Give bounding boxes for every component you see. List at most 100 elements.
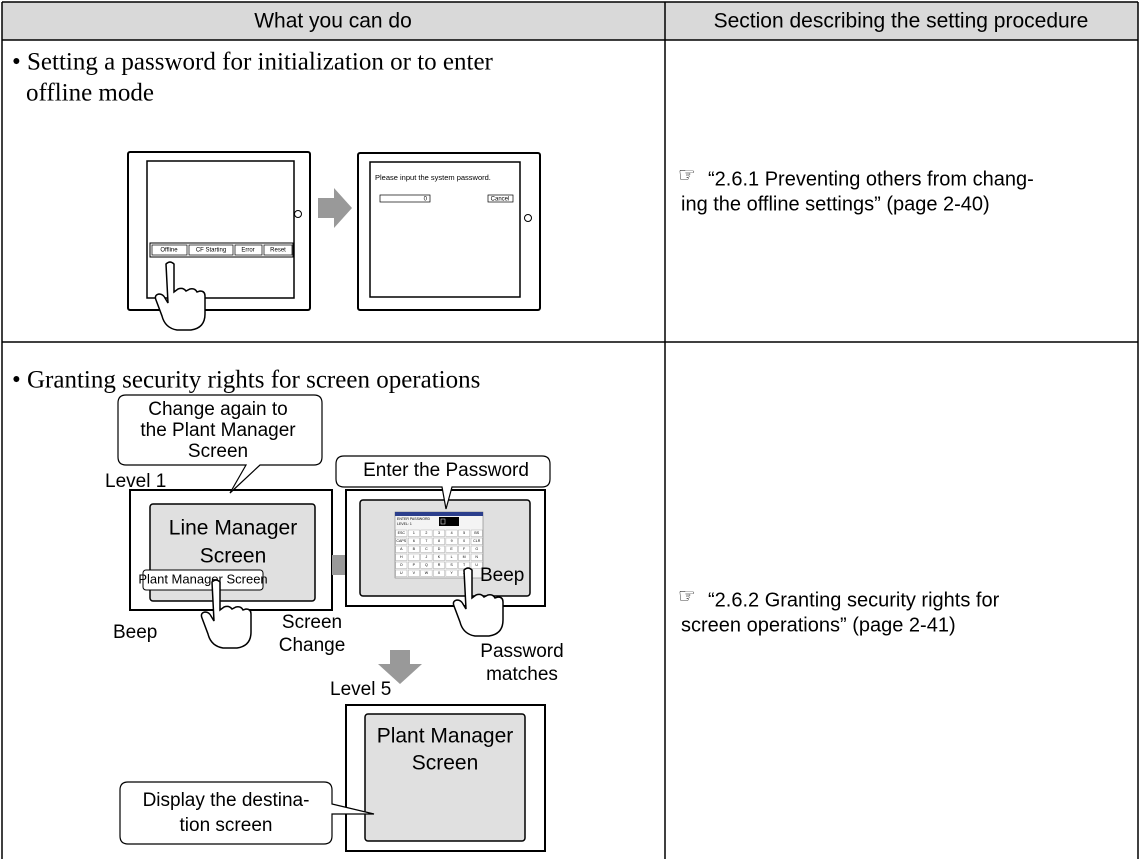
key-label: C	[425, 547, 428, 551]
key	[458, 561, 471, 569]
screen-title: Line Manager	[169, 517, 297, 540]
button-label: Reset	[270, 248, 286, 254]
level-label: Level 5	[330, 679, 391, 700]
callout-text: Change again to	[148, 399, 287, 420]
reference-text: screen operations” (page 2-41)	[681, 614, 956, 636]
key-label: Q	[425, 563, 428, 567]
key	[420, 529, 433, 537]
key	[445, 529, 458, 537]
screen-title: Screen	[200, 545, 267, 568]
key-label: F	[463, 547, 466, 551]
key	[407, 561, 420, 569]
key-label: R	[438, 563, 441, 567]
key-label: 0	[463, 539, 465, 543]
key-label: B	[413, 547, 416, 551]
header-cell: What you can do	[254, 10, 412, 33]
key-label: E	[450, 547, 453, 551]
key-label: H	[400, 555, 403, 559]
key-label: W	[425, 571, 429, 575]
pointer-icon: ☞	[678, 163, 696, 187]
pointer-icon: ☞	[678, 584, 696, 608]
key	[470, 529, 483, 537]
button-label: Error	[241, 248, 254, 254]
key-label: G	[475, 547, 478, 551]
key	[395, 529, 408, 537]
key-label: U	[400, 571, 403, 575]
key	[407, 553, 420, 561]
key-label: N	[475, 555, 478, 559]
keypad-titlebar	[395, 512, 483, 516]
key-label: V	[413, 571, 416, 575]
arrow	[318, 188, 352, 228]
key	[433, 529, 445, 537]
key-label: A	[400, 547, 403, 551]
level-label: Level 1	[105, 471, 166, 492]
key-label: 8	[438, 539, 440, 543]
key-label: D	[438, 547, 441, 551]
key-label: K	[438, 555, 441, 559]
key-label: 6	[413, 539, 415, 543]
key	[458, 537, 471, 545]
item-text: offline mode	[26, 80, 154, 107]
key	[395, 561, 408, 569]
key-label: S	[450, 563, 453, 567]
callout-text: the Plant Manager	[140, 420, 296, 441]
header-cell: Section describing the setting procedure	[714, 10, 1089, 33]
header-bg	[2, 2, 1138, 40]
transition-label: Password	[480, 641, 563, 662]
key-label: I	[413, 555, 414, 559]
key	[433, 537, 445, 545]
item-text: • Granting security rights for screen op…	[12, 367, 480, 394]
keypad-display	[439, 517, 459, 526]
transition-label: Change	[279, 635, 346, 656]
key	[395, 569, 408, 577]
key-label: 7	[425, 539, 427, 543]
button-label: Offline	[160, 248, 178, 254]
screen-title: Screen	[412, 752, 479, 775]
key	[470, 553, 483, 561]
cancel-button: Cancel	[491, 197, 510, 203]
key-label: L	[451, 555, 453, 559]
key-label: 1	[413, 531, 415, 535]
keypad-header: ENTER PASSWORD	[397, 517, 430, 521]
button-label: CF Starting	[196, 248, 226, 254]
key	[420, 561, 433, 569]
key-label: O	[400, 563, 403, 567]
key	[407, 529, 420, 537]
prompt-text: Please input the system password.	[375, 173, 491, 182]
transition-label: Screen	[282, 612, 342, 633]
device	[357, 152, 541, 311]
key	[407, 545, 420, 553]
key	[458, 545, 471, 553]
key	[470, 561, 483, 569]
hand-icon	[200, 579, 252, 649]
key	[433, 569, 445, 577]
key	[470, 537, 483, 545]
key	[445, 569, 458, 577]
key-label: J	[426, 555, 428, 559]
button-label: Plant Manager Screen	[138, 571, 267, 586]
key	[458, 553, 471, 561]
key	[420, 545, 433, 553]
key	[445, 553, 458, 561]
key-label: 3	[438, 531, 440, 535]
hand-icon	[154, 261, 206, 331]
key	[420, 537, 433, 545]
hand-icon	[452, 567, 504, 637]
device	[127, 151, 311, 311]
key	[470, 545, 483, 553]
device	[345, 704, 546, 852]
arrow	[378, 650, 422, 684]
key-label: X	[438, 571, 441, 575]
callout-text: Screen	[188, 441, 248, 462]
reference-text: ing the offline settings” (page 2-40)	[681, 193, 990, 215]
callout-text: Enter the Password	[363, 460, 529, 481]
callout-text: Display the destina-	[143, 790, 310, 811]
callout	[335, 455, 551, 510]
key-label: P	[413, 563, 416, 567]
reference-text: “2.6.1 Preventing others from chang-	[708, 168, 1034, 190]
keypad-cursor	[440, 518, 446, 525]
